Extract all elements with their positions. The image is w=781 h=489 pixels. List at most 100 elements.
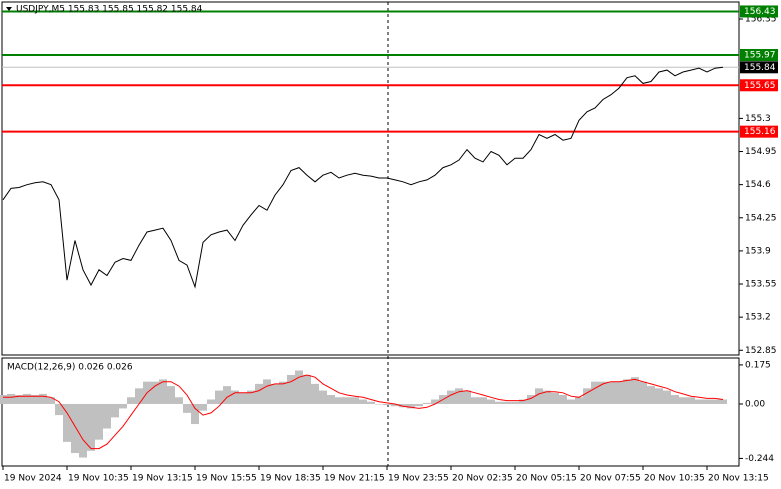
x-tick-label: 19 Nov 18:35: [260, 474, 321, 484]
level-label: 155.84: [744, 63, 776, 73]
macd-bar: [543, 390, 551, 404]
macd-bar: [551, 392, 559, 404]
level-label-box: [740, 5, 778, 18]
macd-bar: [447, 390, 455, 404]
x-tick-label: 20 Nov 02:35: [452, 474, 513, 484]
main-panel: 156.35 155.3 154.95 154.6 154.25 153.9 153.55 1…: [2, 5, 778, 356]
macd-bar: [527, 395, 535, 404]
macd-bar: [423, 402, 431, 404]
macd-bar: [351, 397, 359, 404]
y-tick-label: 155.3: [745, 114, 771, 124]
macd-bar: [39, 393, 47, 404]
y-tick-label: 0.175: [745, 360, 771, 370]
macd-bar: [607, 381, 615, 404]
y-tick-label: 153.55: [745, 280, 777, 290]
macd-bar: [47, 397, 55, 404]
macd-bar: [215, 390, 223, 404]
macd-bar: [359, 399, 367, 404]
signal-line: [3, 374, 724, 450]
y-tick-label: -0.244: [745, 454, 774, 464]
macd-bar: [711, 399, 719, 404]
x-tick-label: 19 Nov 10:35: [68, 474, 129, 484]
macd-bar: [111, 403, 119, 418]
macd-bar: [703, 399, 711, 404]
macd-bar: [671, 395, 679, 404]
macd-bar: [295, 370, 303, 404]
macd-title: MACD(12,26,9) 0.026 0.026: [7, 363, 133, 373]
macd-bar: [199, 403, 207, 411]
macd-bar: [55, 403, 63, 416]
macd-bar: [31, 395, 39, 404]
y-tick-label: 153.2: [745, 313, 771, 323]
macd-bar: [71, 403, 79, 454]
macd-bar: [375, 403, 383, 405]
level-label-box: [740, 79, 778, 92]
macd-bar: [487, 399, 495, 404]
macd-bar: [647, 386, 655, 404]
macd-bar: [719, 399, 727, 404]
y-tick-label: 156.35: [745, 15, 777, 25]
macd-bar: [399, 403, 407, 408]
chart-title: USDJPY,M5 155.83 155.85 155.82 155.84: [16, 5, 203, 15]
macd-bar: [79, 403, 87, 458]
y-tick-label: 154.6: [745, 180, 771, 190]
x-tick-label: 20 Nov 07:55: [580, 474, 641, 484]
macd-bar: [503, 401, 511, 404]
macd-bar: [223, 386, 231, 404]
x-tick-label: 19 Nov 13:15: [132, 474, 193, 484]
y-tick-label: 0.00: [745, 399, 765, 409]
macd-bar: [167, 386, 175, 404]
macd-bar: [7, 393, 15, 404]
macd-bar: [407, 403, 415, 409]
x-tick-label: 20 Nov 13:15: [708, 474, 769, 484]
macd-bar: [239, 392, 247, 404]
macd-bar: [535, 388, 543, 404]
macd-bar: [567, 399, 575, 404]
x-tick-label: 19 Nov 21:15: [324, 474, 385, 484]
macd-bar: [687, 397, 695, 404]
macd-bar: [303, 374, 311, 404]
macd-bar: [23, 393, 31, 404]
macd-bar: [415, 403, 423, 407]
macd-bar: [95, 403, 103, 440]
macd-bar: [575, 397, 583, 404]
level-label: 155.65: [744, 81, 776, 91]
level-label: 155.97: [744, 50, 776, 60]
macd-bar: [511, 401, 519, 404]
macd-bar: [391, 403, 399, 407]
macd-bar: [519, 399, 527, 404]
macd-bar: [335, 397, 343, 404]
macd-bar: [287, 374, 295, 404]
macd-bar: [383, 403, 391, 406]
macd-bar: [255, 383, 263, 404]
macd-bar: [367, 401, 375, 404]
macd-bar: [191, 403, 199, 425]
price-line: [2, 66, 724, 289]
macd-bar: [279, 381, 287, 404]
macd-bar: [463, 390, 471, 404]
macd-bar: [591, 381, 599, 404]
symbol-arrow: [6, 7, 12, 11]
y-tick-label: 154.25: [745, 213, 777, 223]
macd-bar: [311, 383, 319, 404]
macd-bar: [615, 381, 623, 404]
x-tick-label: 19 Nov 2024: [4, 474, 62, 484]
x-tick-label: 19 Nov 23:55: [388, 474, 449, 484]
macd-bar: [599, 381, 607, 404]
macd-bar: [135, 388, 143, 404]
macd-bar: [271, 383, 279, 404]
y-tick-label: 154.95: [745, 147, 777, 157]
macd-bar: [639, 381, 647, 404]
level-label: 156.43: [744, 7, 776, 17]
x-tick-label: 20 Nov 10:35: [644, 474, 705, 484]
macd-bar: [247, 390, 255, 404]
macd-bar: [151, 381, 159, 404]
macd-bar: [327, 395, 335, 404]
macd-bar: [127, 397, 135, 404]
macd-bar: [471, 397, 479, 404]
macd-bar: [479, 397, 487, 404]
macd-bar: [15, 395, 23, 404]
macd-bar: [631, 377, 639, 404]
